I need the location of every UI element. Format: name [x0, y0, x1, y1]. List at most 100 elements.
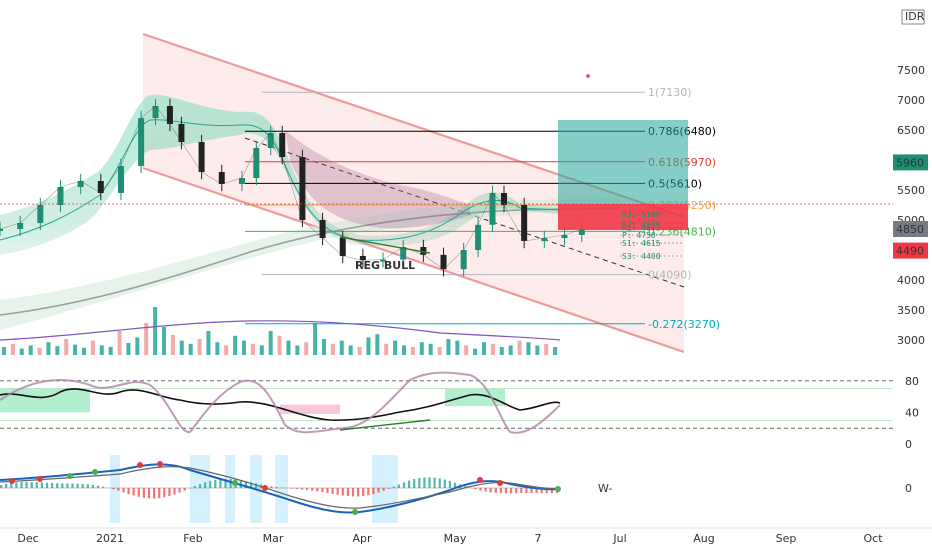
macd-cross-dot — [137, 462, 143, 468]
macd-histogram-bar — [147, 488, 151, 499]
volume-bar — [508, 345, 513, 355]
macd-histogram-bar — [193, 486, 196, 488]
volume-bar — [330, 343, 335, 355]
stop-zone-box[interactable] — [558, 204, 688, 230]
price-bars — [0, 98, 585, 277]
fib-label: 0(4090) — [648, 269, 692, 282]
macd-histogram-bar — [91, 484, 94, 488]
price-badge — [893, 154, 928, 171]
price-tick-label: 7500 — [897, 64, 925, 77]
macd-histogram-bar — [56, 483, 59, 488]
price-tick-label: 6500 — [897, 124, 925, 137]
macd-histogram-bar — [515, 488, 518, 494]
price-tick-label: 3000 — [897, 334, 925, 347]
macd-histogram-bar — [255, 483, 258, 488]
volume-bar — [357, 347, 362, 355]
macd-histogram-bar — [392, 486, 395, 488]
macd-histogram-bar — [443, 479, 446, 488]
volume-bar — [188, 343, 193, 355]
volume-bar — [410, 347, 415, 355]
volume-bar — [553, 347, 558, 355]
volume-bar — [446, 339, 451, 355]
oscillator-panel — [0, 371, 893, 434]
macd-histogram-bar — [45, 482, 49, 488]
candle-body — [489, 193, 496, 225]
macd-histogram-bar — [102, 486, 105, 488]
target-zone-box[interactable] — [558, 120, 688, 204]
macd-histogram-bar — [336, 488, 339, 495]
price-badge-label: 4850 — [896, 223, 924, 236]
volume-bar — [348, 345, 353, 355]
macd-histogram-bar — [168, 488, 171, 497]
volume-bar — [517, 340, 522, 355]
volume-bar — [322, 339, 326, 355]
candle-body — [198, 142, 205, 172]
price-tick-label: 3500 — [897, 304, 925, 317]
macd-cross-dot — [555, 486, 561, 492]
macd-histogram-bar — [66, 483, 69, 488]
macd-histogram-bar — [290, 488, 293, 489]
macd-cross-dot — [157, 461, 163, 467]
volume-bar — [366, 337, 371, 355]
macd-histogram-bar — [464, 486, 467, 488]
volume-bar — [2, 347, 6, 355]
macd-histogram-bar — [351, 488, 355, 497]
candle-body — [57, 187, 64, 205]
volume-bar — [90, 340, 95, 355]
price-tick-label: 7000 — [897, 94, 925, 107]
macd-histogram-bar — [331, 488, 334, 494]
wedge-overlay — [285, 130, 470, 229]
macd-label: W- — [598, 482, 612, 495]
volume-bar — [313, 323, 318, 355]
time-tick-label: Feb — [183, 532, 202, 545]
osc-tick-label: 40 — [905, 406, 919, 419]
volume-bar — [490, 343, 495, 355]
macd-histogram-bar — [122, 488, 125, 493]
volume-bar — [144, 323, 149, 355]
macd-histogram-bar — [209, 480, 212, 488]
volume-bar — [28, 345, 33, 355]
volume-bar — [55, 346, 60, 355]
volume-bar — [250, 343, 255, 355]
macd-tick-label: 0 — [905, 482, 912, 495]
macd-histogram-bar — [402, 482, 406, 488]
close-line — [0, 105, 582, 270]
candle-body — [541, 238, 548, 241]
macd-highlight-zone — [190, 455, 210, 523]
pivot-label: P: 4750 — [622, 231, 656, 240]
volume-bar — [10, 343, 15, 355]
macd-histogram-bar — [30, 482, 33, 488]
volume-bar — [82, 347, 86, 355]
macd-histogram-bar — [357, 488, 360, 497]
macd-histogram-bar — [25, 481, 28, 488]
pivot-label: R2: 4940 — [622, 220, 661, 229]
macd-histogram-bar — [423, 477, 426, 488]
macd-cross-dot — [9, 478, 15, 484]
candle-body — [97, 181, 104, 193]
volume-bar — [46, 342, 51, 355]
volume-bar — [197, 339, 202, 355]
macd-histogram-bar — [214, 479, 217, 488]
volume-bar — [162, 327, 166, 355]
macd-histogram-bar — [453, 482, 457, 488]
volume-bar — [233, 335, 238, 355]
macd-cross-dot — [352, 509, 358, 515]
time-tick-label: Sep — [776, 532, 797, 545]
candle-body — [501, 193, 507, 205]
macd-histogram-bar — [377, 488, 380, 493]
candle-body — [440, 254, 447, 270]
volume-bar — [286, 340, 291, 355]
volume-bar — [473, 348, 478, 355]
pivot-label: S1: 4615 — [622, 239, 661, 248]
volume-bar — [544, 343, 549, 355]
candle-body — [521, 205, 528, 241]
volume-bar — [393, 340, 398, 355]
macd-histogram-bar — [540, 488, 543, 494]
candle-body — [0, 229, 3, 231]
candle-body — [561, 235, 568, 238]
volume-bar — [277, 335, 282, 355]
macd-histogram-bar — [408, 480, 411, 488]
price-badge — [893, 221, 928, 237]
